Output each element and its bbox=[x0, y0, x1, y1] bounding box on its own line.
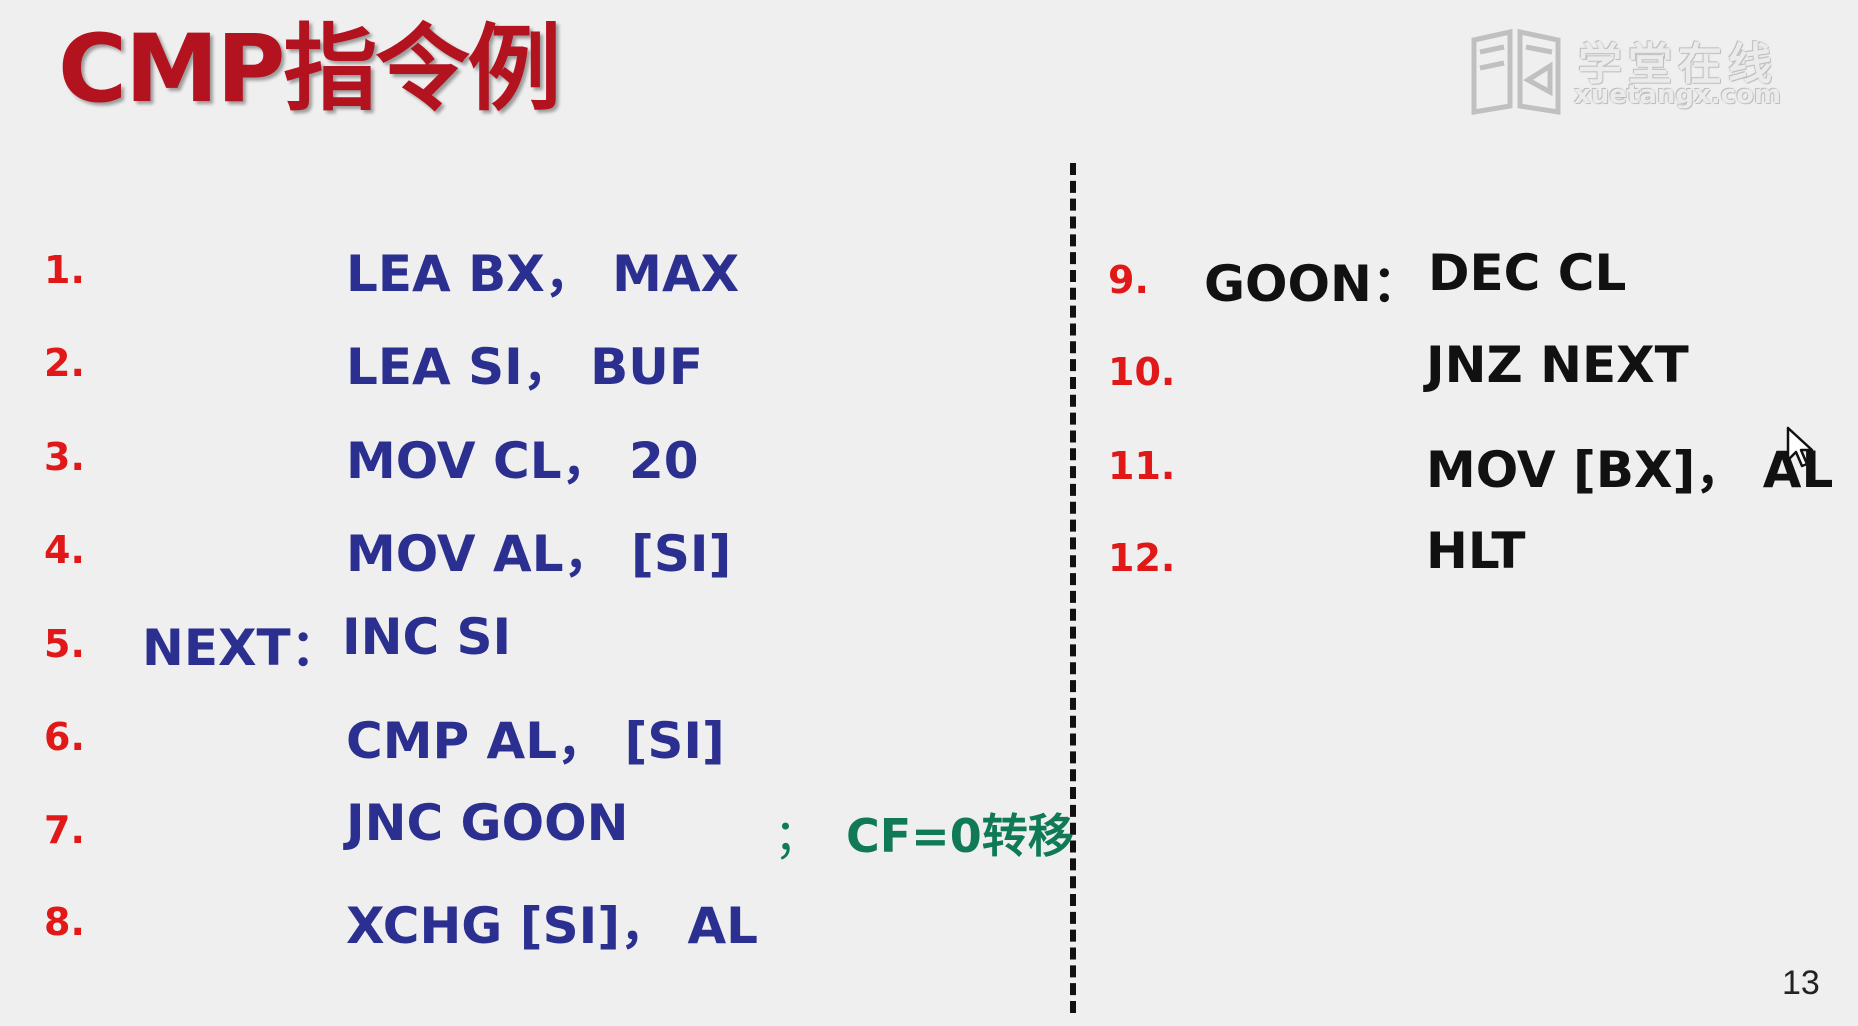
code-line: MOV AL， [SI] bbox=[346, 525, 732, 583]
code-line: HLT bbox=[1426, 522, 1526, 580]
line-number: 7. bbox=[44, 808, 85, 852]
code-line: CMP AL， [SI] bbox=[346, 712, 725, 770]
line-number: 10. bbox=[1108, 350, 1176, 394]
line-number: 11. bbox=[1108, 444, 1176, 488]
mouse-pointer-icon bbox=[1786, 426, 1814, 468]
slide-title: CMP指令例 bbox=[58, 15, 561, 124]
code-line: DEC CL bbox=[1428, 244, 1627, 302]
code-line: LEA BX， MAX bbox=[346, 245, 740, 303]
comment-text: CF=0转移 bbox=[846, 809, 1074, 863]
line-number: 3. bbox=[44, 435, 85, 479]
comment-semicolon: ； bbox=[774, 809, 820, 863]
watermark: 学堂在线 xuetangx.com bbox=[1466, 26, 1786, 116]
line-number: 12. bbox=[1108, 536, 1176, 580]
code-label: GOON： bbox=[1204, 255, 1422, 313]
line-number: 1. bbox=[44, 248, 85, 292]
column-divider bbox=[1070, 163, 1076, 1013]
code-line: JNZ NEXT bbox=[1426, 336, 1689, 394]
line-number: 5. bbox=[44, 622, 85, 666]
line-number: 4. bbox=[44, 528, 85, 572]
code-label: NEXT： bbox=[142, 619, 341, 677]
line-number: 6. bbox=[44, 715, 85, 759]
page-number: 13 bbox=[1782, 964, 1820, 1002]
code-comment: ； CF=0转移 bbox=[774, 800, 1074, 866]
code-line: INC SI bbox=[342, 608, 512, 666]
line-number: 2. bbox=[44, 341, 85, 385]
code-line: XCHG [SI]， AL bbox=[346, 897, 759, 955]
book-logo-icon bbox=[1471, 28, 1561, 115]
line-number: 9. bbox=[1108, 258, 1149, 302]
watermark-url: xuetangx.com bbox=[1574, 80, 1782, 110]
line-number: 8. bbox=[44, 900, 85, 944]
code-line: JNC GOON bbox=[346, 794, 629, 852]
code-line: LEA SI， BUF bbox=[346, 338, 704, 396]
code-line: MOV [BX]， AL bbox=[1426, 441, 1834, 499]
watermark-name: 学堂在线 bbox=[1578, 39, 1778, 90]
code-line: MOV CL， 20 bbox=[346, 432, 699, 490]
